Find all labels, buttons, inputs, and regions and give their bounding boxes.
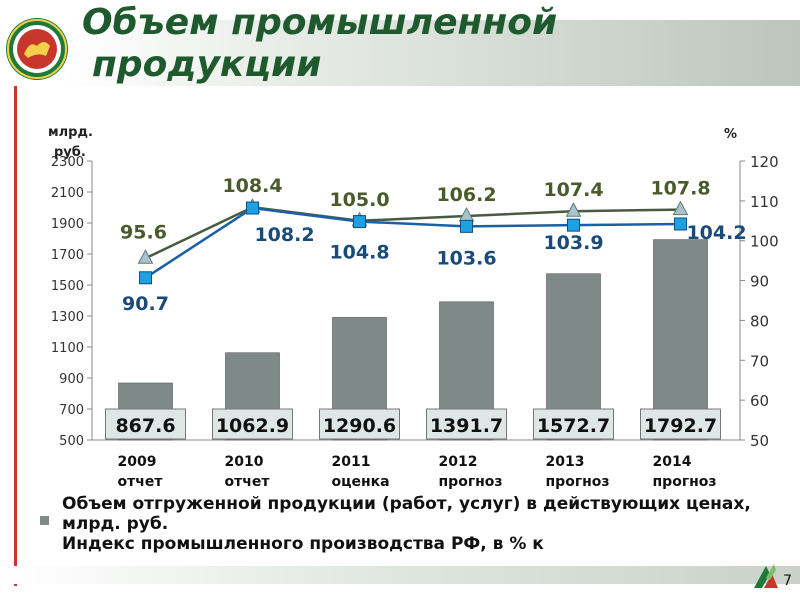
left-axis-tick-label: 1100 bbox=[51, 341, 84, 356]
right-axis-label: % bbox=[724, 127, 737, 142]
legend-label-bars: Объем отгруженной продукции (работ, услу… bbox=[62, 494, 751, 534]
bar-value-box bbox=[640, 408, 721, 440]
slide-title-line-1: Объем промышленной bbox=[82, 2, 558, 43]
square-marker bbox=[567, 218, 580, 232]
tatarstan-emblem-icon bbox=[6, 18, 68, 80]
right-axis-tick-label: 70 bbox=[750, 352, 769, 370]
category-type-label: оценка bbox=[332, 474, 390, 490]
left-axis-tick-label: 1700 bbox=[51, 248, 84, 263]
line-value-label-square: 108.2 bbox=[254, 224, 314, 246]
legend-label-line: Индекс промышленного производства РФ, в … bbox=[62, 534, 544, 554]
left-axis-tick-label: 1300 bbox=[51, 310, 84, 325]
square-marker bbox=[353, 215, 366, 229]
legend: Объем отгруженной продукции (работ, услу… bbox=[40, 494, 800, 554]
left-axis-tick-label: 700 bbox=[59, 403, 84, 418]
triangle-marker bbox=[672, 200, 689, 216]
left-axis-tick-label: 500 bbox=[59, 434, 84, 449]
category-year-label: 2009 bbox=[118, 454, 157, 470]
bar-value-box bbox=[426, 408, 507, 440]
bar-value-box bbox=[319, 408, 400, 440]
line-value-label-triangle: 107.8 bbox=[650, 178, 710, 200]
right-axis-tick-label: 60 bbox=[750, 392, 769, 410]
triangle-marker bbox=[137, 249, 154, 264]
bar-value-label: 1391.7 bbox=[430, 415, 503, 437]
square-marker bbox=[246, 201, 259, 215]
triangle-marker bbox=[458, 206, 475, 222]
left-axis-tick-label: 900 bbox=[59, 372, 84, 387]
left-axis-tick-label: 2300 bbox=[51, 155, 84, 170]
square-marker bbox=[460, 219, 473, 233]
chart: 500 700 900 1100 1300 1500 1700 1900 2100 2300 млр… bbox=[48, 125, 779, 490]
legend-swatch-bars bbox=[40, 516, 49, 525]
bar-value-label: 1572.7 bbox=[537, 415, 610, 437]
right-axis-tick-label: 100 bbox=[750, 233, 779, 251]
category-year-label: 2012 bbox=[439, 454, 478, 470]
footer-band bbox=[0, 566, 800, 584]
line-value-label-triangle: 95.6 bbox=[120, 221, 167, 243]
left-axis-tick-label: 2100 bbox=[51, 186, 84, 201]
line-series-square bbox=[144, 206, 681, 279]
category-year-label: 2011 bbox=[332, 454, 371, 470]
line-value-label-triangle: 105.0 bbox=[329, 189, 389, 211]
right-axis-tick-label: 50 bbox=[750, 432, 769, 450]
bar-value-box bbox=[105, 408, 186, 440]
category-type-label: отчет bbox=[225, 474, 271, 490]
left-axis-label-line-1: млрд. bbox=[48, 125, 93, 140]
legend-item-line: Индекс промышленного производства РФ, в … bbox=[40, 534, 800, 554]
bar-value-box bbox=[533, 408, 614, 440]
left-axis-label-line-2: руб. bbox=[54, 145, 86, 160]
right-axis-tick-label: 110 bbox=[750, 193, 779, 211]
left-accent-line bbox=[14, 86, 17, 586]
line-value-label-triangle: 106.2 bbox=[436, 184, 496, 206]
bar-value-label: 1290.6 bbox=[323, 415, 396, 437]
line-value-label-triangle: 108.4 bbox=[222, 175, 282, 197]
left-axis-tick-label: 1500 bbox=[51, 279, 84, 294]
line-series-triangle bbox=[144, 205, 681, 260]
line-value-label-triangle: 107.4 bbox=[543, 179, 603, 201]
bar-value-label: 1792.7 bbox=[644, 415, 717, 437]
line-value-label-square: 104.8 bbox=[329, 242, 389, 264]
bar-value-label: 867.6 bbox=[115, 415, 175, 437]
square-marker bbox=[674, 217, 687, 231]
right-axis-tick-label: 80 bbox=[750, 312, 769, 330]
right-axis-tick-label: 90 bbox=[750, 273, 769, 291]
line-value-label-square: 103.9 bbox=[543, 232, 603, 254]
category-year-label: 2014 bbox=[653, 454, 692, 470]
legend-item-bars: Объем отгруженной продукции (работ, услу… bbox=[40, 494, 800, 534]
line-value-label-square: 90.7 bbox=[122, 293, 169, 315]
bar-value-box bbox=[212, 408, 293, 440]
left-axis-tick-label: 1900 bbox=[51, 217, 84, 232]
page-number: 7 bbox=[783, 573, 792, 589]
bar-2014 bbox=[653, 239, 708, 441]
category-type-label: прогноз bbox=[439, 474, 503, 490]
square-marker bbox=[139, 271, 152, 285]
title-band bbox=[62, 20, 800, 86]
line-value-label-square: 103.6 bbox=[436, 247, 496, 269]
category-type-label: отчет bbox=[118, 474, 164, 490]
corner-logo-icon bbox=[754, 564, 778, 588]
triangle-marker bbox=[565, 202, 582, 217]
category-year-label: 2013 bbox=[546, 454, 585, 470]
bar-value-label: 1062.9 bbox=[216, 415, 289, 437]
category-type-label: прогноз bbox=[653, 474, 717, 490]
category-year-label: 2010 bbox=[225, 454, 264, 470]
category-type-label: прогноз bbox=[546, 474, 610, 490]
slide-title-line-2: продукции bbox=[92, 44, 322, 85]
right-axis-tick-label: 120 bbox=[750, 153, 779, 171]
slide-title: Объем промышленной продукции bbox=[82, 2, 557, 86]
line-value-label-square: 104.2 bbox=[686, 222, 746, 244]
